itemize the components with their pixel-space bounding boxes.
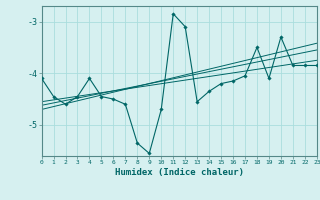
X-axis label: Humidex (Indice chaleur): Humidex (Indice chaleur) bbox=[115, 168, 244, 177]
